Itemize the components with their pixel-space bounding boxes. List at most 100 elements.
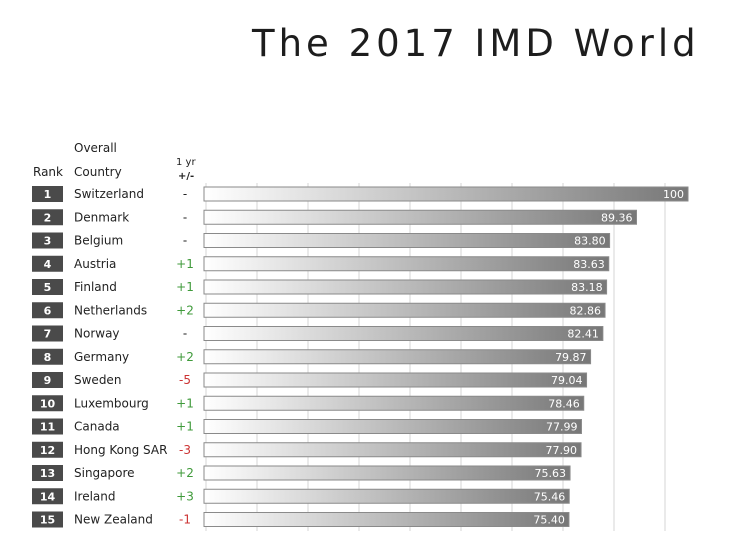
change-label: - [183, 187, 187, 201]
value-label: 75.40 [533, 514, 565, 527]
rank-label: 2 [44, 211, 52, 224]
rank-label: 9 [44, 374, 52, 387]
country-label: Singapore [74, 466, 135, 480]
score-bar [203, 279, 608, 295]
country-label: Canada [74, 420, 120, 434]
change-header: +/- [178, 171, 195, 182]
table-row: 13 Singapore +2 75.63 [32, 465, 571, 481]
score-bar [203, 372, 588, 388]
table-row: 8 Germany +2 79.87 [32, 348, 592, 365]
rank-box [32, 325, 63, 342]
country-label: Belgium [74, 234, 123, 248]
rank-box [32, 279, 63, 295]
country-label: Luxembourg [74, 396, 149, 410]
rank-box [32, 232, 63, 249]
country-label: Germany [74, 350, 129, 364]
rank-box [32, 186, 63, 202]
score-bar [203, 349, 592, 365]
value-label: 75.63 [535, 467, 567, 480]
rank-label: 11 [40, 421, 55, 434]
table-row: 2 Denmark - 89.36 [32, 209, 638, 226]
rank-header: Rank [33, 165, 63, 179]
rank-box [32, 209, 63, 226]
score-bar [203, 465, 571, 481]
change-label: +2 [176, 350, 194, 364]
rank-box [32, 348, 63, 365]
table-row: 9 Sweden -5 79.04 [32, 372, 588, 388]
rank-label: 5 [44, 281, 52, 294]
page-title: The 2017 IMD World [252, 22, 700, 65]
change-label: +1 [176, 257, 194, 271]
change-label: +1 [176, 420, 194, 434]
change-label: -5 [179, 373, 191, 387]
country-label: New Zealand [74, 513, 153, 527]
table-row: 11 Canada +1 77.99 [32, 418, 582, 435]
rank-label: 12 [40, 444, 55, 457]
value-label: 77.99 [546, 421, 578, 434]
value-label: 82.41 [567, 328, 599, 341]
rank-box [32, 441, 63, 458]
country-label: Austria [74, 257, 116, 271]
table-row: 7 Norway - 82.41 [32, 325, 604, 342]
change-label: - [183, 234, 187, 248]
score-bar [203, 233, 611, 248]
score-bar [203, 209, 638, 225]
country-label: Denmark [74, 210, 129, 224]
country-label: Hong Kong SAR [74, 443, 167, 457]
change-label: +1 [176, 280, 194, 294]
rank-box [32, 302, 63, 319]
table-row: 14 Ireland +3 75.46 [32, 488, 570, 505]
country-label: Netherlands [74, 303, 147, 317]
score-bar [203, 512, 570, 527]
rank-label: 10 [40, 397, 56, 410]
value-label: 83.63 [573, 258, 605, 271]
rank-box [32, 488, 63, 505]
table-row: 3 Belgium - 83.80 [32, 232, 611, 249]
rank-box [32, 372, 63, 388]
rank-label: 14 [40, 490, 56, 503]
change-label: - [183, 210, 187, 224]
rank-label: 8 [44, 351, 52, 364]
rank-label: 7 [44, 328, 52, 341]
rank-label: 3 [44, 235, 52, 248]
score-bar [203, 326, 604, 341]
overall-header: Overall [74, 141, 117, 155]
change-label: +2 [176, 303, 194, 317]
rank-label: 15 [40, 514, 55, 527]
change-label: +2 [176, 466, 194, 480]
rank-box [32, 465, 63, 481]
rank-label: 4 [44, 258, 52, 271]
country-label: Switzerland [74, 187, 144, 201]
score-bar [203, 395, 585, 411]
score-bar [203, 488, 570, 504]
one-year-header: 1 yr [176, 157, 196, 168]
value-label: 89.36 [601, 211, 633, 224]
rank-box [32, 255, 63, 272]
value-label: 83.80 [574, 235, 606, 248]
rank-label: 1 [44, 188, 52, 201]
change-label: +3 [176, 489, 194, 503]
table-row: 10 Luxembourg +1 78.46 [32, 395, 585, 412]
country-label: Norway [74, 327, 120, 341]
table-row: 1 Switzerland - 100 [32, 186, 689, 202]
table-row: 4 Austria +1 83.63 [32, 255, 610, 272]
rank-box [32, 511, 63, 528]
country-label: Sweden [74, 373, 121, 387]
country-header: Country [74, 165, 122, 179]
value-label: 79.04 [551, 374, 583, 387]
rank-label: 13 [40, 467, 55, 480]
score-bar [203, 419, 582, 434]
value-label: 75.46 [534, 490, 566, 503]
rank-box [32, 395, 63, 412]
change-label: -3 [179, 443, 191, 457]
chart-rows: 1 Switzerland - 100 2 Denmark - 89.36 3 Belgium - 8… [32, 186, 689, 528]
score-bar [203, 442, 582, 458]
table-row: 6 Netherlands +2 82.86 [32, 302, 606, 319]
value-label: 83.18 [571, 281, 603, 294]
value-label: 100 [663, 188, 684, 201]
change-label: -1 [179, 513, 191, 527]
rank-label: 6 [44, 304, 52, 317]
table-row: 15 New Zealand -1 75.40 [32, 511, 570, 528]
table-row: 5 Finland +1 83.18 [32, 279, 608, 295]
